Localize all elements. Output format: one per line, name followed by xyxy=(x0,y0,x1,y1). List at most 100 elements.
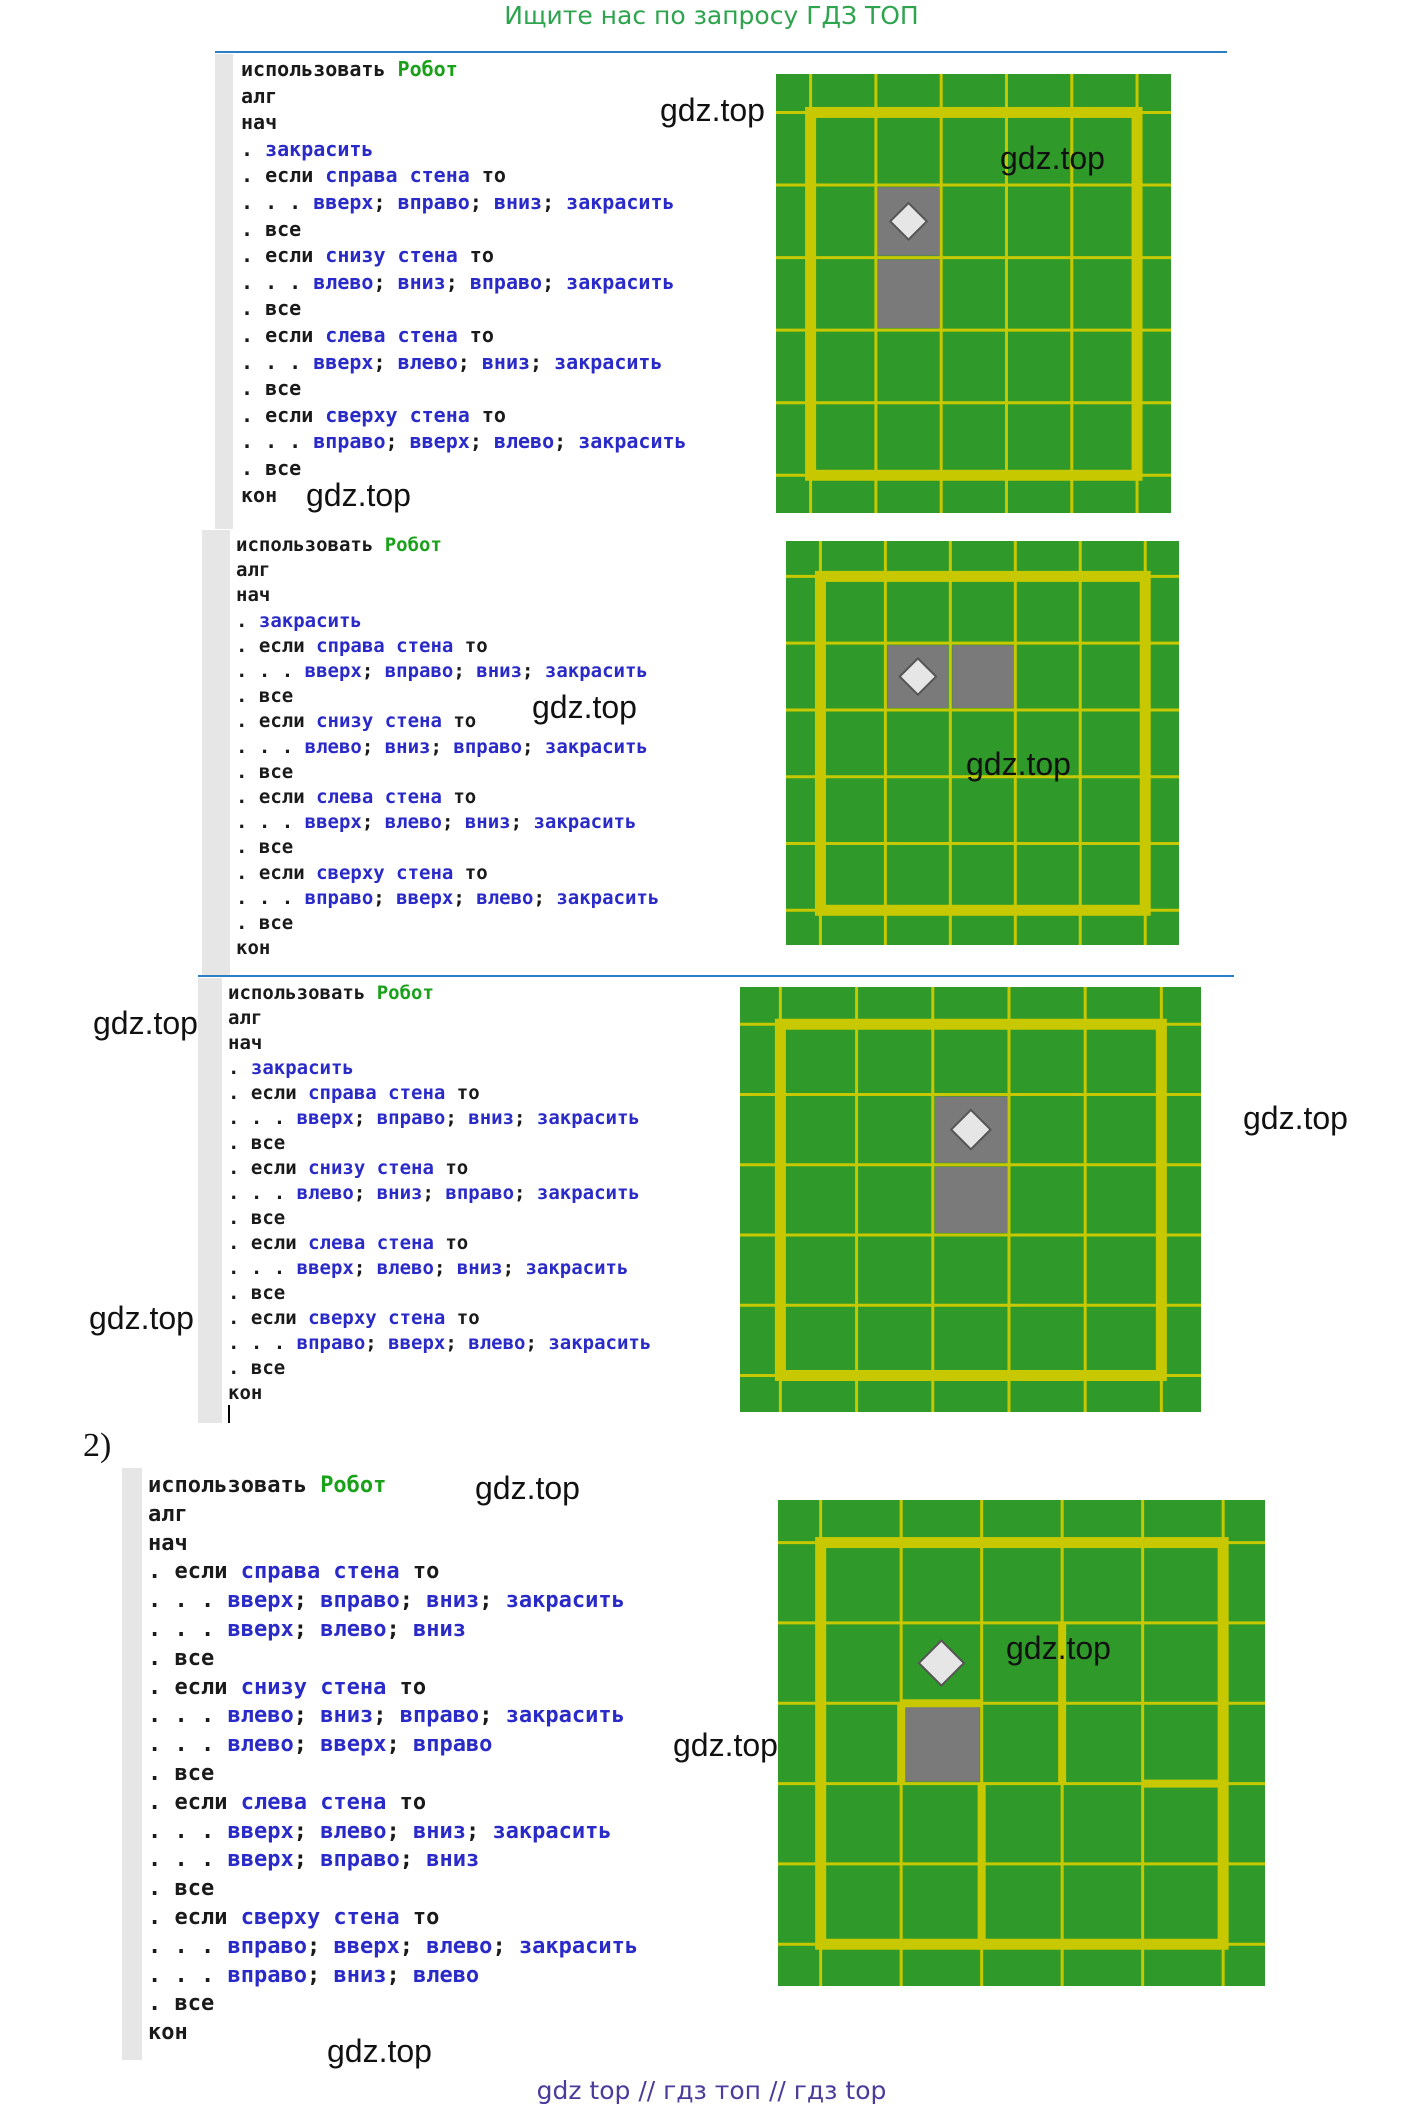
code-keyword: вниз xyxy=(476,660,523,683)
code-text: . все xyxy=(228,1132,286,1154)
code-line: использовать Робот xyxy=(241,56,687,83)
code-keyword: влево xyxy=(376,1257,434,1279)
code-text: ; xyxy=(399,1588,427,1614)
code-line: . все xyxy=(241,455,687,482)
code-keyword: вправо xyxy=(397,189,470,214)
code-line: . все xyxy=(236,760,659,785)
code-text: ; xyxy=(430,735,454,758)
watermark: gdz.top xyxy=(660,92,765,128)
code-line: . все xyxy=(228,1131,651,1156)
code-keyword: справа стена xyxy=(240,1559,400,1585)
code-text: . если xyxy=(236,710,317,733)
code-text: нач xyxy=(241,110,278,135)
code-keyword: вниз xyxy=(412,1818,466,1844)
code-text: ; xyxy=(353,1107,377,1129)
code-text: использовать xyxy=(236,534,385,556)
code-text: ; xyxy=(530,349,555,374)
code-line: алг xyxy=(228,1006,651,1031)
code-line: алг xyxy=(148,1501,638,1530)
code-text: . если xyxy=(236,634,317,657)
code-text: ; xyxy=(522,735,545,758)
robot-field xyxy=(786,541,1179,945)
editor-gutter xyxy=(202,530,230,975)
code-line: . . . вверх; влево; вниз; закрасить xyxy=(241,349,687,376)
outer-wall xyxy=(814,570,1151,916)
code-line: . все xyxy=(241,295,687,322)
code-keyword: закрасить xyxy=(566,189,675,214)
code-keyword: вправо xyxy=(412,1732,493,1758)
robot-icon xyxy=(898,656,938,697)
code-keyword: справа стена xyxy=(316,634,454,657)
divider-line xyxy=(198,975,1234,977)
code-text: кон xyxy=(241,482,278,507)
code-text: . . . xyxy=(228,1257,297,1279)
code-text: ; xyxy=(386,1962,413,1988)
code-keyword: влево xyxy=(313,269,374,294)
code-line: . если снизу стена то xyxy=(148,1674,638,1703)
code-keyword: закрасить xyxy=(250,1057,354,1079)
code-text: . если xyxy=(148,1904,241,1930)
code-line: нач xyxy=(236,583,659,608)
code-text: . . . xyxy=(228,1182,297,1204)
code-keyword: закрасить xyxy=(548,1332,652,1354)
program-code: использовать Робот алг нач. закрасить. есл… xyxy=(241,56,687,508)
code-text: ; xyxy=(361,811,385,834)
code-line: . все xyxy=(228,1206,651,1231)
code-text: ; xyxy=(353,1257,377,1279)
text-cursor xyxy=(228,1405,230,1423)
code-text: ; xyxy=(293,1588,321,1614)
code-text: ; xyxy=(514,1107,537,1129)
code-keyword: вверх xyxy=(388,1332,446,1354)
code-line: . . . вверх; влево; вниз; закрасить xyxy=(148,1818,638,1847)
code-line: . закрасить xyxy=(241,136,687,163)
code-text: ; xyxy=(522,660,545,683)
code-keyword: влево xyxy=(296,1182,354,1204)
code-text: то xyxy=(441,786,477,809)
watermark: gdz.top xyxy=(1006,1630,1111,1666)
code-text: ; xyxy=(293,1818,321,1844)
code-keyword: справа стена xyxy=(308,1082,446,1104)
code-keyword: влево xyxy=(320,1818,387,1844)
code-text: использовать xyxy=(241,57,398,81)
code-line: . все xyxy=(241,375,687,402)
code-keyword: вниз xyxy=(426,1588,480,1614)
code-line: нач xyxy=(241,109,687,136)
code-text: . . . xyxy=(148,1703,228,1729)
code-text: . если xyxy=(228,1232,309,1254)
code-line: . . . вверх; вправо; вниз; закрасить xyxy=(228,1106,651,1131)
code-text: ; xyxy=(373,349,398,374)
code-line: . . . влево; вниз; вправо; закрасить xyxy=(148,1702,638,1731)
code-text: ; xyxy=(361,660,385,683)
code-line: . закрасить xyxy=(228,1056,651,1081)
code-text: ; xyxy=(386,1818,413,1844)
code-line: кон xyxy=(236,936,659,961)
code-line: . все xyxy=(148,1990,638,2019)
code-text: использовать xyxy=(228,982,377,1004)
code-text: ; xyxy=(554,429,579,454)
code-line: . если слева стена то xyxy=(148,1789,638,1818)
painted-cell xyxy=(952,645,1014,708)
code-keyword: слева стена xyxy=(316,786,442,809)
code-text: то xyxy=(453,861,488,884)
code-text: . . . xyxy=(236,660,305,683)
code-line: кон xyxy=(241,482,687,509)
code-text: ; xyxy=(293,1703,321,1729)
code-line: . если снизу стена то xyxy=(228,1156,651,1181)
code-line: . все xyxy=(236,835,659,860)
code-text: ; xyxy=(361,735,385,758)
code-line: . . . вверх; вправо; вниз; закрасить xyxy=(236,659,659,684)
robot-field xyxy=(776,74,1171,513)
code-text: алг xyxy=(228,1007,263,1029)
code-keyword: закрасить xyxy=(536,1107,640,1129)
robot-field xyxy=(740,987,1201,1412)
code-keyword: закрасить xyxy=(566,269,675,294)
code-text: ; xyxy=(502,1257,526,1279)
code-text: . . . xyxy=(148,1616,228,1642)
top-banner: Ищите нас по запросу ГДЗ ТОП xyxy=(504,1,919,30)
code-text: нач xyxy=(236,584,271,607)
code-text: . все xyxy=(236,760,294,783)
code-text: ; xyxy=(365,1332,389,1354)
code-line: алг xyxy=(236,558,659,583)
code-text: ; xyxy=(306,1962,334,1988)
code-keyword: вверх xyxy=(304,660,362,683)
